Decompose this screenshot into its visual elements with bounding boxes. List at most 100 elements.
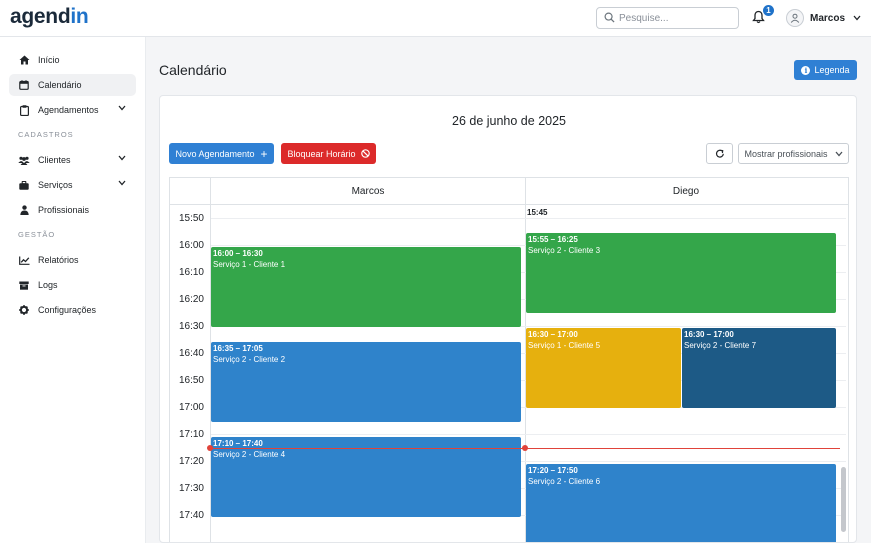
diego-time-marker: 15:45	[527, 208, 548, 217]
event-description: Serviço 1 - Cliente 5	[528, 341, 601, 350]
calendar-grid: Marcos Diego 15:50 16:00 16:10 16:20 16:…	[169, 177, 849, 542]
user-name: Marcos	[810, 12, 846, 24]
sidebar-item-servicos[interactable]: Serviços	[9, 174, 136, 196]
user-avatar-icon	[790, 13, 800, 23]
sidebar-item-label: Profissionais	[38, 205, 90, 215]
event-card[interactable]: 16:35 – 17:05 Serviço 2 - Cliente 2	[211, 342, 521, 422]
user-menu[interactable]: Marcos	[786, 8, 861, 28]
event-time: 16:30 – 17:00	[684, 330, 734, 339]
sidebar-item-profissionais[interactable]: Profissionais	[9, 199, 136, 221]
calendar-header: Marcos Diego	[170, 178, 848, 205]
event-card[interactable]: 17:10 – 17:40 Serviço 2 - Cliente 4	[211, 437, 521, 517]
sidebar-item-label: Logs	[38, 280, 58, 290]
time-label: 16:10	[178, 267, 204, 278]
event-time: 15:55 – 16:25	[528, 235, 578, 244]
chevron-down-icon	[118, 180, 126, 186]
column-header-marcos: Marcos	[351, 186, 385, 197]
time-label: 17:40	[178, 510, 204, 521]
sidebar-item-label: Clientes	[38, 155, 71, 165]
slot-line	[211, 326, 846, 327]
slot-line	[211, 218, 846, 219]
search-input[interactable]	[619, 10, 734, 26]
event-card[interactable]: 17:20 – 17:50 Serviço 2 - Cliente 6	[526, 464, 836, 542]
sidebar-item-label: Início	[38, 55, 60, 65]
event-description: Serviço 2 - Cliente 3	[528, 246, 601, 255]
sidebar-item-logs[interactable]: Logs	[9, 274, 136, 296]
chevron-down-icon	[118, 155, 126, 161]
sidebar-item-label: Relatórios	[38, 255, 79, 265]
chevron-down-icon	[853, 15, 861, 21]
avatar	[786, 9, 804, 27]
calendar-icon	[19, 80, 29, 90]
top-bar: agendin 1 Marcos	[0, 0, 871, 37]
chevron-down-icon	[118, 105, 126, 111]
sidebar-item-inicio[interactable]: Início	[9, 49, 136, 71]
user-icon	[19, 205, 29, 215]
slot-line	[211, 461, 846, 462]
block-time-label: Bloquear Horário	[287, 148, 356, 159]
sidebar-item-clientes[interactable]: Clientes	[9, 149, 136, 171]
event-description: Serviço 2 - Cliente 4	[213, 450, 286, 459]
sidebar-item-label: Serviços	[38, 180, 73, 190]
search-icon	[604, 12, 615, 23]
page-title: Calendário	[159, 62, 227, 78]
bell-icon[interactable]	[752, 10, 765, 24]
users-icon	[18, 156, 30, 165]
legend-button-label: Legenda	[814, 65, 850, 75]
event-time: 16:00 – 16:30	[213, 249, 263, 258]
plus-icon: +	[260, 146, 268, 161]
column-divider	[210, 178, 211, 542]
sidebar-item-label: Configurações	[38, 305, 97, 315]
show-professionals-dropdown[interactable]: Mostrar profissionais	[738, 143, 849, 164]
event-time: 17:20 – 17:50	[528, 466, 578, 475]
current-time-dot	[522, 445, 528, 451]
sidebar-item-relatorios[interactable]: Relatórios	[9, 249, 136, 271]
event-card[interactable]: 16:30 – 17:00 Serviço 1 - Cliente 5	[526, 328, 681, 408]
event-time: 17:10 – 17:40	[213, 439, 263, 448]
column-header-diego: Diego	[672, 186, 700, 197]
event-card[interactable]: 15:55 – 16:25 Serviço 2 - Cliente 3	[526, 233, 836, 313]
home-icon	[19, 55, 29, 65]
slot-line	[211, 434, 846, 435]
column-divider	[525, 178, 526, 542]
clipboard-icon	[19, 104, 29, 116]
logo[interactable]: agendin	[10, 5, 89, 28]
time-label: 17:20	[178, 456, 204, 467]
search-box[interactable]	[596, 7, 739, 29]
notification-badge: 1	[763, 5, 774, 16]
show-professionals-label: Mostrar profissionais	[744, 148, 828, 159]
time-label: 17:10	[178, 429, 204, 440]
event-description: Serviço 2 - Cliente 6	[528, 477, 601, 486]
refresh-button[interactable]	[706, 143, 733, 164]
current-time-dot	[207, 445, 213, 451]
section-title-gestao: GESTÃO	[18, 230, 56, 239]
time-label: 16:00	[178, 240, 204, 251]
calendar-scrollbar[interactable]	[841, 467, 846, 532]
legend-button[interactable]: i Legenda	[794, 60, 857, 80]
sidebar-item-calendario[interactable]: Calendário	[9, 74, 136, 96]
time-label: 17:00	[178, 402, 204, 413]
event-card[interactable]: 16:30 – 17:00 Serviço 2 - Cliente 7	[682, 328, 836, 408]
time-label: 16:30	[178, 321, 204, 332]
chevron-down-icon	[835, 151, 843, 156]
calendar-date: 26 de junho de 2025	[452, 114, 566, 128]
new-appointment-button[interactable]: Novo Agendamento +	[169, 143, 274, 164]
time-label: 16:40	[178, 348, 204, 359]
sidebar-item-configuracoes[interactable]: Configurações	[9, 299, 136, 321]
new-appointment-label: Novo Agendamento	[175, 148, 255, 159]
briefcase-icon	[19, 180, 29, 190]
event-time: 16:30 – 17:00	[528, 330, 578, 339]
info-icon: i	[801, 65, 811, 75]
event-card[interactable]: 16:00 – 16:30 Serviço 1 - Cliente 1	[211, 247, 521, 327]
gear-icon	[19, 305, 29, 315]
event-description: Serviço 1 - Cliente 1	[213, 260, 286, 269]
time-label: 16:20	[178, 294, 204, 305]
event-description: Serviço 2 - Cliente 2	[213, 355, 286, 364]
sidebar-item-agendamentos[interactable]: Agendamentos	[9, 99, 136, 121]
chart-line-icon	[18, 256, 29, 265]
block-time-button[interactable]: Bloquear Horário	[281, 143, 376, 164]
archive-icon	[19, 281, 29, 290]
refresh-icon	[715, 149, 724, 158]
time-label: 17:30	[178, 483, 204, 494]
sidebar-item-label: Calendário	[38, 80, 82, 90]
